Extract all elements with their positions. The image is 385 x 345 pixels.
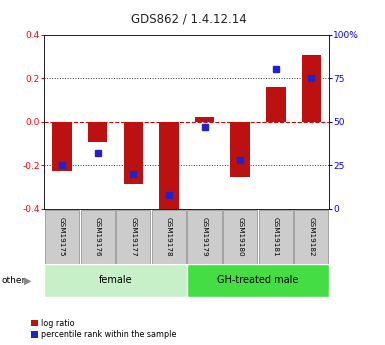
Bar — [195, 117, 214, 122]
Bar — [152, 210, 186, 264]
Text: GDS862 / 1.4.12.14: GDS862 / 1.4.12.14 — [131, 12, 246, 25]
Bar — [230, 122, 250, 177]
Text: GH-treated male: GH-treated male — [217, 275, 299, 285]
Bar — [45, 210, 79, 264]
Bar — [80, 210, 115, 264]
Text: GSM19178: GSM19178 — [166, 217, 172, 257]
Bar — [88, 122, 107, 142]
Text: other: other — [2, 276, 26, 285]
Bar — [116, 210, 151, 264]
Bar — [259, 210, 293, 264]
Bar — [124, 122, 143, 184]
Text: ▶: ▶ — [24, 276, 31, 286]
Bar — [223, 210, 257, 264]
Bar — [44, 264, 187, 297]
Bar — [266, 87, 286, 122]
Legend: log ratio, percentile rank within the sample: log ratio, percentile rank within the sa… — [31, 319, 177, 339]
Text: GSM19182: GSM19182 — [308, 217, 315, 257]
Text: GSM19175: GSM19175 — [59, 217, 65, 257]
Text: female: female — [99, 275, 132, 285]
Text: GSM19176: GSM19176 — [95, 217, 101, 257]
Bar — [187, 264, 329, 297]
Text: GSM19180: GSM19180 — [237, 217, 243, 257]
Text: GSM19177: GSM19177 — [130, 217, 136, 257]
Text: GSM19181: GSM19181 — [273, 217, 279, 257]
Bar — [294, 210, 328, 264]
Bar — [159, 122, 179, 211]
Bar — [187, 210, 222, 264]
Bar — [52, 122, 72, 171]
Bar — [301, 55, 321, 122]
Text: GSM19179: GSM19179 — [201, 217, 208, 257]
